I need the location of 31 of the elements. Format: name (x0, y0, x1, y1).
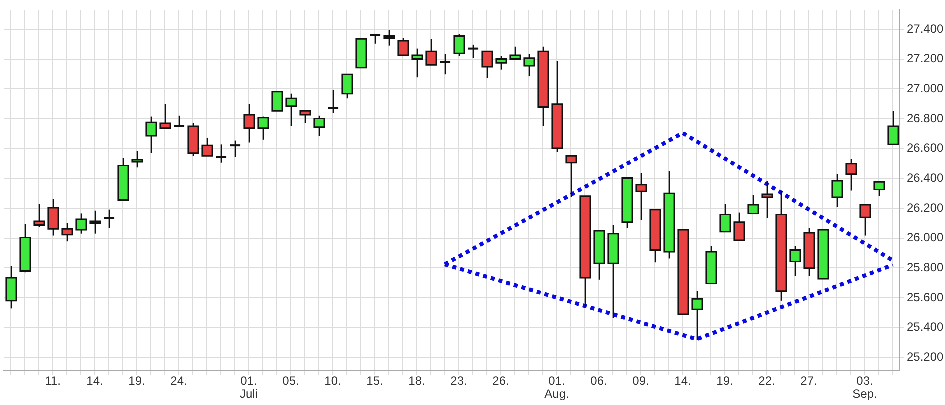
y-tick-label: 25.200 (907, 350, 944, 364)
y-tick-label: 25.400 (907, 320, 944, 334)
y-tick-label: 26.200 (907, 200, 944, 215)
x-tick-label: 14. (674, 374, 692, 388)
y-tick-label: 27.200 (907, 52, 944, 66)
y-tick-label: 26.600 (907, 141, 944, 156)
x-tick-label: 05. (282, 374, 300, 388)
x-tick-label: 03. Sep. (852, 374, 878, 402)
x-tick-label: 15. (366, 374, 384, 388)
y-tick-label: 27.000 (907, 82, 944, 96)
x-tick-label: 26. (492, 374, 510, 388)
y-tick-label: 25.600 (907, 290, 944, 304)
x-tick-label: 27. (800, 374, 818, 388)
x-tick-label: 09. (632, 374, 650, 388)
y-tick-label: 26.400 (907, 170, 944, 185)
x-tick-label: 18. (408, 374, 426, 388)
x-tick-label: 23. (450, 374, 468, 388)
y-tick-label: 26.800 (907, 111, 944, 126)
x-tick-label: 24. (170, 374, 188, 388)
x-tick-label: 19. (716, 374, 734, 388)
x-tick-label: 06. (590, 374, 608, 388)
y-tick-label: 26.000 (907, 230, 944, 245)
x-tick-label: 01. Juli (240, 374, 258, 402)
x-tick-label: 14. (86, 374, 104, 388)
x-tick-label: 22. (758, 374, 776, 388)
x-tick-label: 01. Aug. (544, 374, 570, 402)
y-tick-label: 27.400 (907, 22, 944, 36)
x-tick-label: 10. (324, 374, 342, 388)
x-tick-label: 11. (45, 374, 61, 388)
x-tick-label: 19. (128, 374, 146, 388)
y-tick-label: 25.800 (907, 260, 944, 274)
